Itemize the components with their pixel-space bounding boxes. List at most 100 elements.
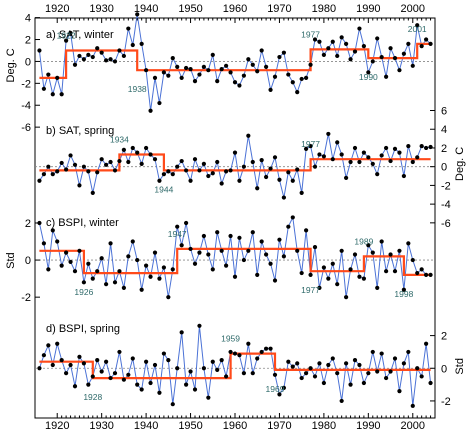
data-point	[144, 68, 149, 73]
data-point	[401, 361, 406, 366]
x-tick-label-bottom: 1980	[312, 420, 336, 431]
data-point	[255, 272, 260, 278]
data-point	[361, 43, 366, 49]
x-tick-label-top: 2000	[401, 3, 425, 15]
y-tick-label: -2	[441, 396, 451, 408]
data-point	[108, 375, 113, 381]
data-point	[352, 145, 358, 151]
data-point	[255, 186, 260, 191]
data-point	[290, 215, 295, 220]
data-point	[112, 371, 118, 376]
data-point	[90, 54, 95, 60]
y-tick-label: -6	[21, 122, 31, 134]
data-point	[428, 380, 433, 386]
data-point	[397, 248, 402, 253]
data-point	[104, 162, 109, 167]
x-tick-label-top: 1940	[134, 3, 158, 15]
y-axis-label: Deg. C	[5, 48, 17, 82]
data-point	[335, 140, 340, 145]
data-point	[352, 49, 358, 54]
data-point	[321, 154, 326, 159]
data-point	[224, 63, 229, 68]
y-tick-label: 0	[25, 56, 31, 68]
data-point	[299, 375, 304, 381]
data-point	[55, 239, 60, 244]
data-point	[357, 362, 362, 368]
data-point	[81, 57, 86, 62]
data-point	[272, 155, 278, 160]
data-point	[264, 64, 269, 70]
data-point	[335, 371, 340, 376]
data-point	[206, 395, 211, 400]
y-tick-label: -6	[441, 218, 451, 230]
regime-shift-line	[39, 352, 431, 380]
data-point	[388, 252, 393, 257]
data-point	[375, 172, 380, 177]
data-point	[312, 374, 318, 379]
data-point	[268, 166, 273, 171]
data-point	[68, 30, 73, 36]
data-point	[219, 358, 224, 363]
data-point	[192, 157, 198, 162]
y-tick-label: 2	[441, 143, 447, 155]
data-point	[295, 167, 300, 172]
data-point	[281, 195, 286, 200]
data-point	[179, 243, 184, 248]
data-point	[179, 75, 184, 80]
data-point	[361, 380, 366, 386]
data-point	[55, 75, 60, 80]
x-axis: 1920 1920 1930 1930 1940 1940 1950 1950 1960 1960…	[45, 3, 436, 431]
data-point	[384, 74, 389, 79]
data-point	[246, 248, 251, 253]
data-point	[157, 178, 162, 183]
data-point	[77, 53, 82, 59]
data-point	[335, 53, 340, 59]
data-point	[352, 358, 358, 363]
data-point	[410, 403, 415, 408]
data-point	[108, 159, 113, 165]
shift-year-annotation: 1990	[359, 72, 378, 82]
data-point	[366, 243, 371, 248]
data-point	[232, 150, 238, 155]
data-point	[281, 50, 286, 55]
data-point	[64, 371, 69, 376]
data-point	[410, 159, 415, 165]
data-point	[197, 168, 202, 173]
shift-year-annotation: 1989	[354, 236, 373, 246]
data-point	[192, 261, 198, 266]
data-point	[277, 392, 282, 397]
data-point	[46, 72, 51, 77]
data-point	[148, 108, 153, 113]
data-point	[397, 68, 402, 73]
data-point	[317, 361, 322, 366]
data-point	[126, 26, 131, 31]
data-point	[348, 382, 353, 387]
data-point	[90, 276, 95, 281]
data-point	[264, 252, 269, 257]
data-point	[215, 159, 220, 165]
shift-year-annotation: 1977	[301, 29, 320, 39]
data-point	[215, 230, 220, 235]
data-point	[37, 220, 42, 226]
data-point	[388, 158, 393, 164]
data-point	[304, 371, 309, 376]
data-point	[419, 143, 424, 149]
data-point	[392, 146, 398, 151]
data-point	[121, 377, 126, 382]
data-point	[72, 62, 78, 67]
data-point	[68, 362, 73, 368]
data-point	[206, 252, 211, 257]
data-point	[232, 274, 238, 279]
data-point	[152, 362, 158, 368]
data-point	[295, 89, 300, 95]
data-point	[419, 374, 424, 379]
panel-label: b) SAT, spring	[46, 125, 114, 137]
data-point	[366, 70, 371, 75]
data-point	[81, 280, 86, 285]
data-point	[210, 359, 215, 364]
data-point	[121, 147, 126, 152]
x-tick-label-top: 1990	[356, 3, 380, 15]
data-point	[184, 168, 189, 173]
data-point	[152, 250, 158, 255]
data-point	[215, 79, 220, 84]
